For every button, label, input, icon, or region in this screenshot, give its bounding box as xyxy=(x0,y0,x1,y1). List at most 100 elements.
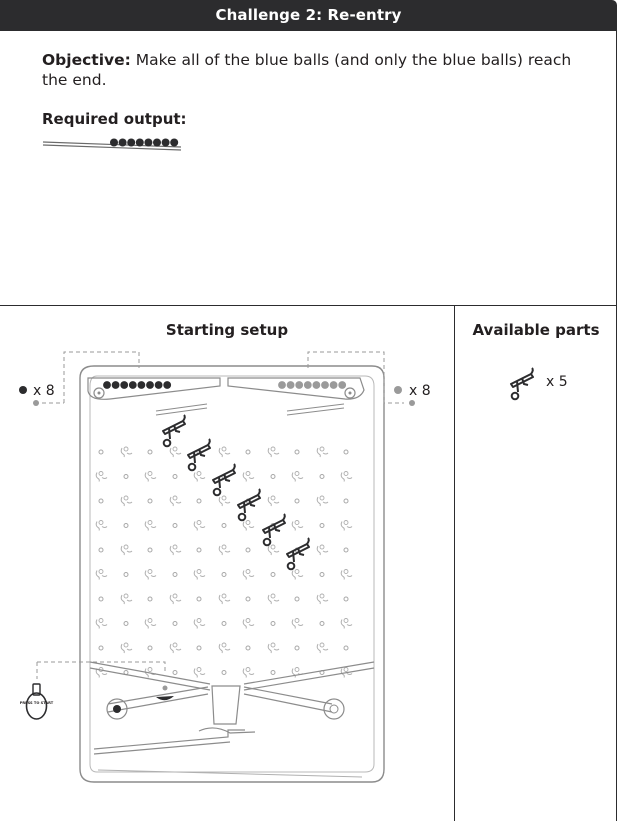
bit-slot xyxy=(316,544,329,556)
red-ball-count: x 8 xyxy=(409,383,431,399)
red-ball xyxy=(286,381,295,389)
peg xyxy=(319,523,325,528)
red-balls-row xyxy=(278,381,347,389)
bit-slot xyxy=(120,495,133,507)
peg xyxy=(172,572,178,577)
bit-slot xyxy=(193,569,206,580)
bit-slot xyxy=(340,618,353,629)
page-title: Challenge 2: Re-entry xyxy=(215,6,402,24)
bit-slot xyxy=(218,642,231,654)
ramp-count: x 5 xyxy=(546,374,568,390)
blue-balls-row xyxy=(103,381,172,389)
required-output-diagram xyxy=(42,138,182,151)
bit-slot xyxy=(120,446,133,458)
placed-ramps xyxy=(162,414,310,571)
output-ball xyxy=(144,138,153,147)
output-ball xyxy=(110,138,118,147)
red-ball xyxy=(338,381,347,389)
bit-slot xyxy=(169,544,182,556)
bit-slot xyxy=(169,593,182,605)
red-ball xyxy=(303,381,312,389)
bit-slot xyxy=(218,495,231,507)
board-bottom xyxy=(89,661,375,778)
available-part-ramp[interactable]: x 5 xyxy=(510,367,568,401)
peg xyxy=(98,547,104,553)
peg xyxy=(196,645,202,651)
ramp-icon xyxy=(510,367,534,401)
peg xyxy=(270,670,276,675)
bit-slot xyxy=(120,642,133,654)
red-ball-icon xyxy=(394,386,402,394)
output-ball xyxy=(127,138,136,147)
bit-slot xyxy=(218,593,231,605)
peg xyxy=(172,474,178,479)
starting-setup-board: x 8 x 8 PRESS TO START x 5 xyxy=(19,351,568,783)
bit-slot xyxy=(95,471,108,482)
peg xyxy=(221,670,227,675)
peg xyxy=(221,523,227,528)
output-ball xyxy=(118,138,127,147)
objective-label: Objective: xyxy=(42,51,131,69)
bit-slot xyxy=(144,471,157,482)
start-lever-label: PRESS TO START xyxy=(20,701,54,705)
peg xyxy=(294,449,300,455)
peg xyxy=(245,596,251,602)
bit-slot xyxy=(218,446,231,458)
bit-slot xyxy=(95,618,108,629)
available-parts-title: Available parts xyxy=(472,321,600,339)
bit-slot xyxy=(291,520,304,531)
starting-setup-title: Starting setup xyxy=(165,321,289,339)
peg xyxy=(98,645,104,651)
bit-slot xyxy=(144,520,157,531)
peg xyxy=(196,547,202,553)
blue-ball xyxy=(146,381,154,389)
bit-slot xyxy=(242,520,255,531)
blue-ball xyxy=(137,381,146,389)
bit-slot xyxy=(144,618,157,629)
peg xyxy=(319,572,325,577)
peg xyxy=(319,621,325,626)
bit-slot xyxy=(169,495,182,507)
required-output-label: Required output: xyxy=(42,110,187,128)
blue-ball xyxy=(128,381,137,389)
bit-slot xyxy=(169,642,182,654)
peg xyxy=(270,572,276,577)
bit-slot xyxy=(95,520,108,531)
bit-slot xyxy=(193,618,206,629)
bit-slot xyxy=(291,618,304,629)
peg xyxy=(172,523,178,528)
red-ball xyxy=(312,381,321,389)
objective: Objective: Make all of the blue balls (a… xyxy=(42,50,582,90)
bit-slot xyxy=(340,569,353,580)
peg xyxy=(147,449,153,455)
blue-ball xyxy=(154,381,163,389)
peg xyxy=(270,621,276,626)
peg xyxy=(245,645,251,651)
bit-slot xyxy=(267,446,280,458)
peg xyxy=(147,498,153,504)
blue-ball xyxy=(103,381,111,389)
objective-panel xyxy=(0,31,617,306)
bit-slot xyxy=(95,569,108,580)
bit-slot xyxy=(267,544,280,556)
output-ball xyxy=(161,138,170,147)
peg xyxy=(319,474,325,479)
objective-text: Make all of the blue balls (and only the… xyxy=(42,51,572,89)
blue-ball-count: x 8 xyxy=(33,383,55,399)
start-lever[interactable]: PRESS TO START xyxy=(20,683,54,720)
peg xyxy=(196,596,202,602)
bit-slot xyxy=(340,520,353,531)
blue-ball-icon xyxy=(19,386,27,394)
bit-slot xyxy=(316,446,329,458)
peg xyxy=(147,596,153,602)
peg xyxy=(294,498,300,504)
peg xyxy=(343,449,349,455)
bit-slot xyxy=(120,593,133,605)
peg xyxy=(123,474,129,479)
peg xyxy=(172,621,178,626)
bit-slot xyxy=(120,544,133,556)
panel-divider xyxy=(454,306,455,821)
peg xyxy=(123,572,129,577)
output-ball xyxy=(170,138,179,147)
bit-slot xyxy=(291,569,304,580)
